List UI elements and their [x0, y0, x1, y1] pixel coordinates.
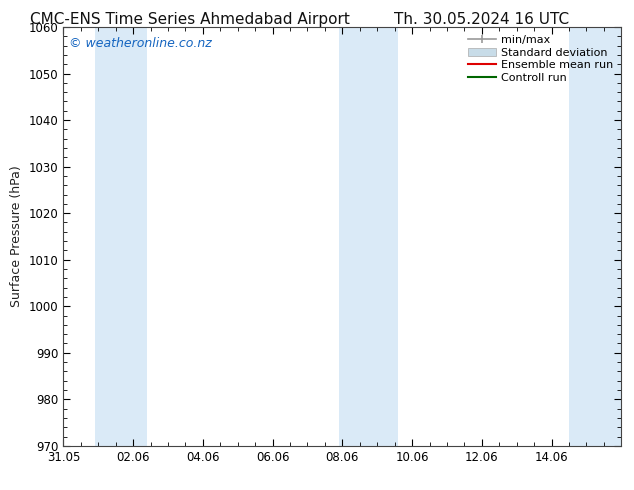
Bar [95, 27, 115, 446]
Y-axis label: Surface Pressure (hPa): Surface Pressure (hPa) [10, 166, 23, 307]
Bar [115, 27, 147, 446]
Text: CMC-ENS Time Series Ahmedabad Airport: CMC-ENS Time Series Ahmedabad Airport [30, 12, 350, 27]
Bar [569, 27, 621, 446]
Text: © weatheronline.co.nz: © weatheronline.co.nz [69, 37, 212, 50]
Bar [363, 27, 398, 446]
Text: Th. 30.05.2024 16 UTC: Th. 30.05.2024 16 UTC [394, 12, 569, 27]
Legend: min/max, Standard deviation, Ensemble mean run, Controll run: min/max, Standard deviation, Ensemble me… [463, 30, 618, 88]
Bar [339, 27, 363, 446]
